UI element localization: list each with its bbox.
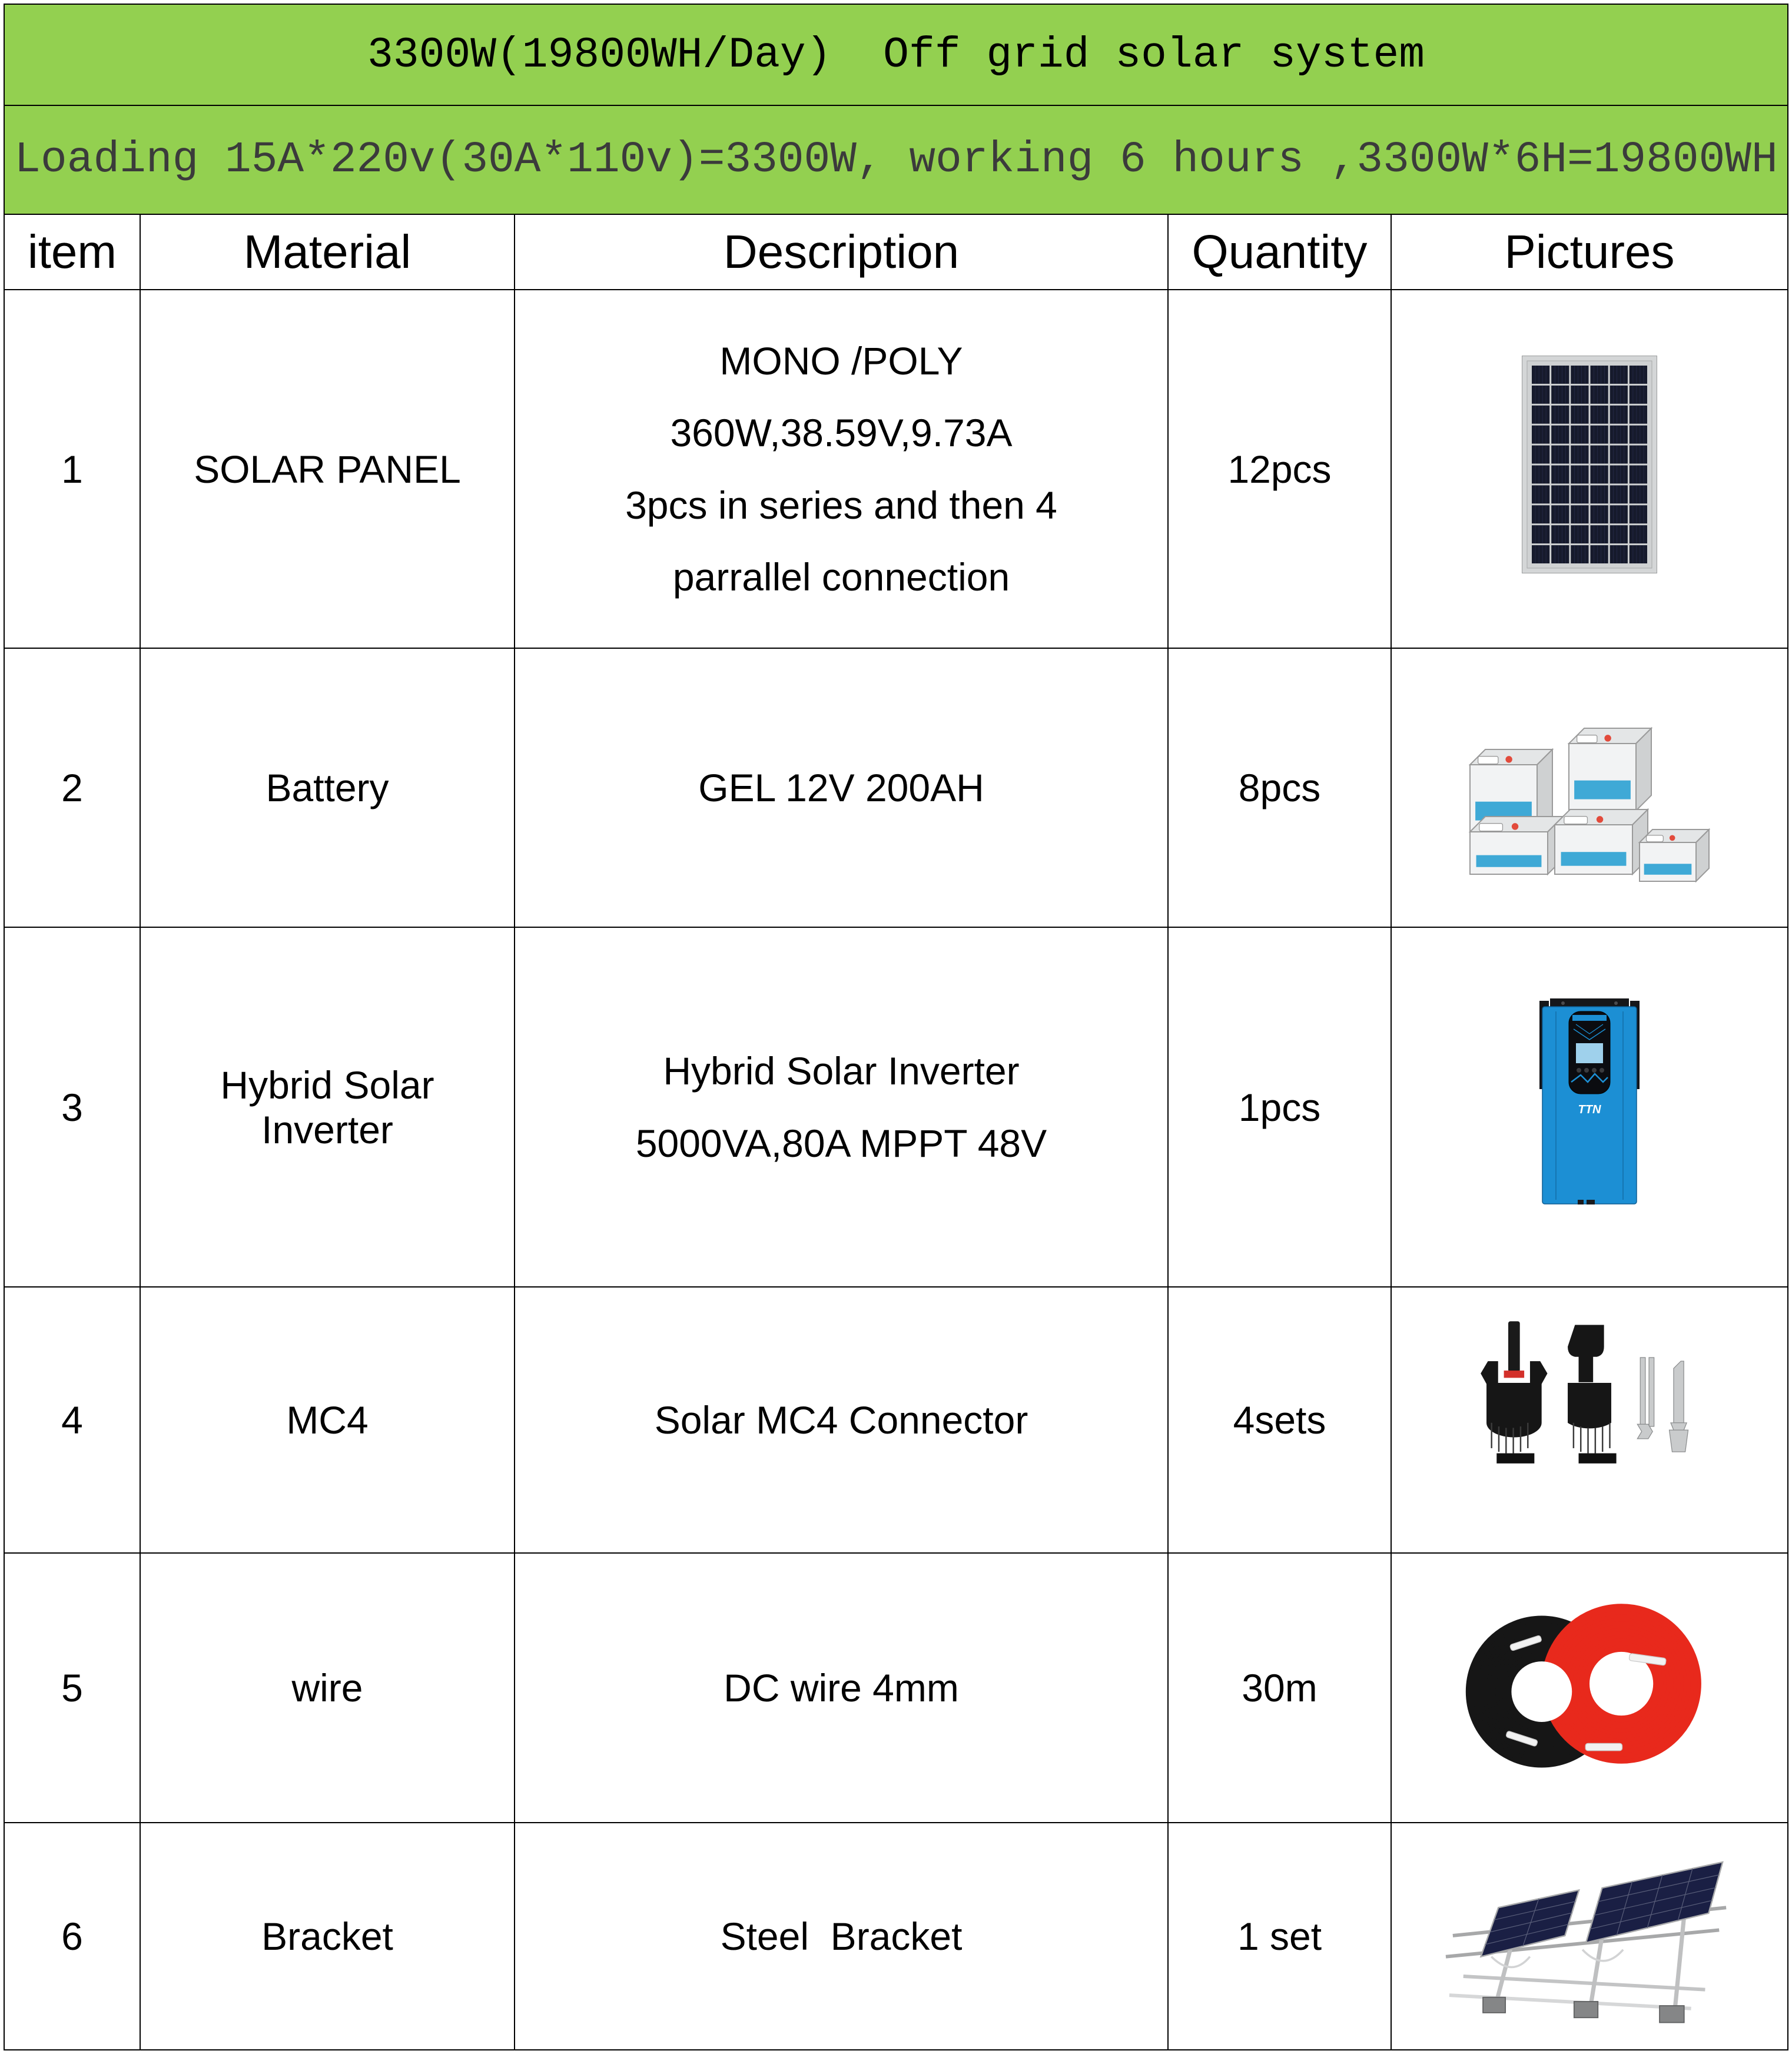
svg-text:TTN: TTN — [1578, 1103, 1601, 1116]
